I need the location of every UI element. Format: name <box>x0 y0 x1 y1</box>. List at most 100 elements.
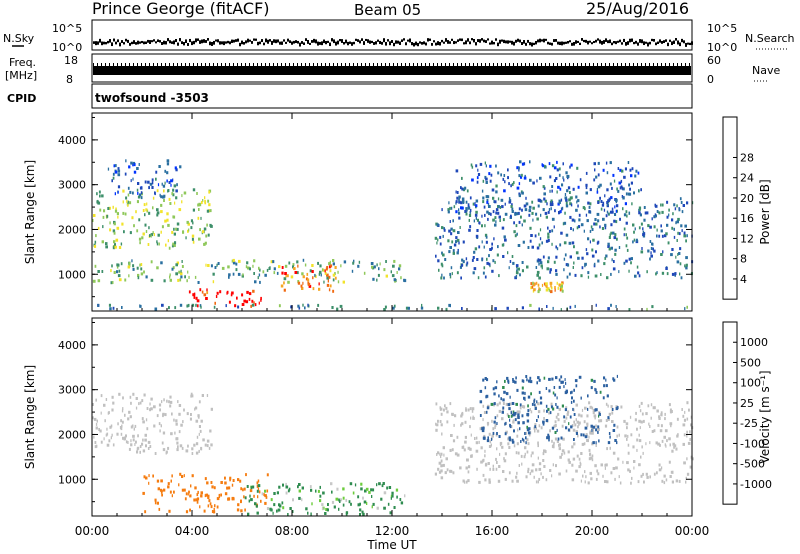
echo-cell <box>436 241 438 245</box>
echo-cell <box>610 246 613 250</box>
echo-cell <box>548 377 551 381</box>
echo-cell <box>184 497 187 501</box>
echo-cell <box>266 489 269 493</box>
echo-cell <box>505 421 507 425</box>
echo-cell <box>663 474 666 478</box>
echo-cell <box>651 305 654 309</box>
echo-cell <box>512 379 515 383</box>
echo-cell <box>108 439 111 443</box>
echo-cell <box>197 216 200 220</box>
nsky-sample <box>155 41 157 44</box>
nsky-sample <box>275 39 277 44</box>
colorbar-tick-label: -25 <box>740 417 758 430</box>
echo-cell <box>566 175 570 178</box>
echo-cell <box>460 414 463 418</box>
nsky-sample <box>167 38 169 42</box>
echo-cell <box>511 182 514 186</box>
echo-cell <box>522 405 525 409</box>
echo-cell <box>383 268 386 272</box>
echo-cell <box>159 408 161 412</box>
echo-cell <box>200 201 203 204</box>
echo-cell <box>463 448 466 452</box>
echo-cell <box>485 181 488 184</box>
echo-cell <box>615 405 618 409</box>
freq-tick-mark <box>125 63 126 66</box>
echo-cell <box>180 275 183 279</box>
echo-cell <box>689 430 691 434</box>
echo-cell <box>606 171 609 175</box>
echo-cell <box>227 265 230 269</box>
echo-cell <box>630 174 633 178</box>
echo-cell <box>538 307 540 311</box>
echo-cell <box>586 439 588 442</box>
freq-tick-mark <box>617 63 618 66</box>
echo-cell <box>308 284 312 288</box>
y-tick-label: 1000 <box>58 473 86 486</box>
nsky-sample <box>165 41 167 45</box>
freq-tick-mark <box>565 63 566 66</box>
echo-cell <box>469 425 471 429</box>
echo-cell <box>516 166 519 170</box>
nsky-sample <box>513 41 515 46</box>
echo-cell <box>506 306 509 310</box>
echo-cell <box>210 224 213 228</box>
echo-cell <box>333 505 336 509</box>
echo-cell <box>359 502 361 506</box>
echo-cell <box>602 217 605 221</box>
echo-cell <box>592 411 595 415</box>
nsky-sample <box>643 41 645 46</box>
nsky-sample <box>475 42 477 46</box>
echo-cell <box>551 242 553 246</box>
nsky-sample <box>193 40 195 45</box>
echo-cell <box>130 401 132 405</box>
freq-tick-mark <box>377 63 378 66</box>
echo-cell <box>545 282 548 286</box>
nsky-sample <box>367 39 369 43</box>
echo-cell <box>458 211 461 215</box>
nsky-sample <box>401 39 403 42</box>
echo-cell <box>606 188 609 192</box>
echo-cell <box>178 430 181 434</box>
echo-cell <box>318 282 320 286</box>
echo-cell <box>232 261 236 265</box>
nsky-sample <box>223 41 225 46</box>
echo-cell <box>597 428 600 431</box>
echo-cell <box>405 306 409 310</box>
echo-cell <box>551 217 555 221</box>
freq-tick-mark <box>109 63 110 66</box>
echo-cell <box>585 171 588 175</box>
echo-cell <box>150 234 152 238</box>
echo-cell <box>613 260 615 263</box>
y-tick-label: 3000 <box>58 384 86 397</box>
freq-tick-mark <box>169 63 170 66</box>
echo-cell <box>450 266 453 270</box>
echo-cell <box>453 243 457 247</box>
echo-cell <box>470 163 473 167</box>
echo-cell <box>195 406 198 410</box>
nsky-sample <box>351 42 353 46</box>
echo-cell <box>229 478 231 482</box>
freq-tick-mark <box>613 63 614 66</box>
echo-cell <box>536 246 540 250</box>
echo-cell <box>600 200 603 203</box>
echo-cell <box>518 182 521 186</box>
echo-cell <box>136 229 139 233</box>
freq-tick-mark <box>485 63 486 66</box>
echo-cell <box>618 475 620 479</box>
echo-cell <box>685 266 688 270</box>
echo-cell <box>537 441 539 445</box>
nsky-sample <box>573 41 575 46</box>
echo-cell <box>293 267 296 271</box>
echo-cell <box>135 397 138 400</box>
echo-cell <box>534 429 536 433</box>
echo-cell <box>114 245 117 249</box>
echo-cell <box>154 307 158 311</box>
echo-cell <box>300 284 303 288</box>
echo-cell <box>109 307 112 311</box>
echo-cell <box>598 412 601 416</box>
echo-cell <box>176 448 179 452</box>
freq-tick-mark <box>213 63 214 66</box>
echo-cell <box>436 453 438 456</box>
freq-tick-mark <box>517 63 518 66</box>
echo-cell <box>650 403 653 407</box>
